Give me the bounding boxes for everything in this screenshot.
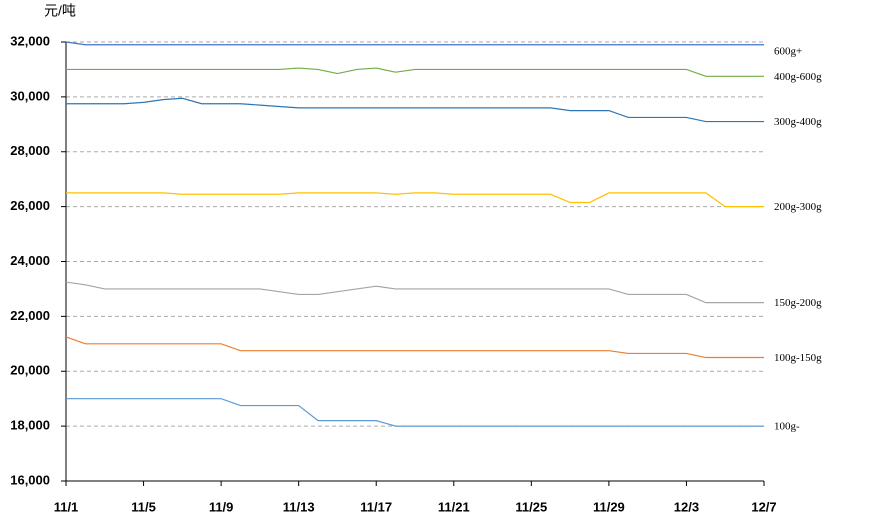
x-tick-label: 12/3 bbox=[674, 499, 699, 514]
series-line bbox=[65, 281, 764, 304]
series-label: 600g+ bbox=[774, 45, 802, 57]
y-axis-label: 元/吨 bbox=[44, 3, 76, 19]
x-tick-label: 11/17 bbox=[360, 499, 392, 514]
y-tick-label: 30,000 bbox=[10, 88, 50, 103]
y-tick-label: 32,000 bbox=[10, 33, 50, 48]
series-label: 200g-300g bbox=[774, 201, 822, 213]
series-line bbox=[66, 97, 764, 123]
series-label: 150g-200g bbox=[774, 297, 822, 309]
y-tick-label: 22,000 bbox=[10, 308, 50, 323]
y-tick-label: 28,000 bbox=[10, 143, 50, 158]
x-tick-label: 11/9 bbox=[209, 499, 234, 514]
series-line bbox=[66, 398, 764, 427]
x-tick-label: 11/13 bbox=[283, 499, 315, 514]
y-tick-label: 18,000 bbox=[10, 418, 50, 433]
series-label: 300g-400g bbox=[774, 116, 822, 128]
x-tick-label: 11/29 bbox=[593, 499, 625, 514]
series-label: 100g-150g bbox=[774, 352, 822, 364]
series-label: 400g-600g bbox=[774, 71, 822, 83]
y-tick-label: 26,000 bbox=[10, 198, 50, 213]
series-line bbox=[66, 67, 764, 77]
x-tick-label: 12/7 bbox=[751, 499, 776, 514]
x-tick-label: 11/25 bbox=[515, 499, 547, 514]
y-tick-label: 24,000 bbox=[10, 253, 50, 268]
series-line bbox=[65, 336, 764, 359]
x-tick-label: 11/5 bbox=[131, 499, 156, 514]
series-label: 100g- bbox=[774, 421, 800, 433]
x-tick-label: 11/21 bbox=[438, 499, 470, 514]
y-tick-label: 16,000 bbox=[10, 472, 50, 487]
y-tick-label: 20,000 bbox=[10, 363, 50, 378]
x-tick-label: 11/1 bbox=[54, 499, 79, 514]
series-line bbox=[65, 41, 764, 46]
series-line bbox=[66, 192, 764, 208]
